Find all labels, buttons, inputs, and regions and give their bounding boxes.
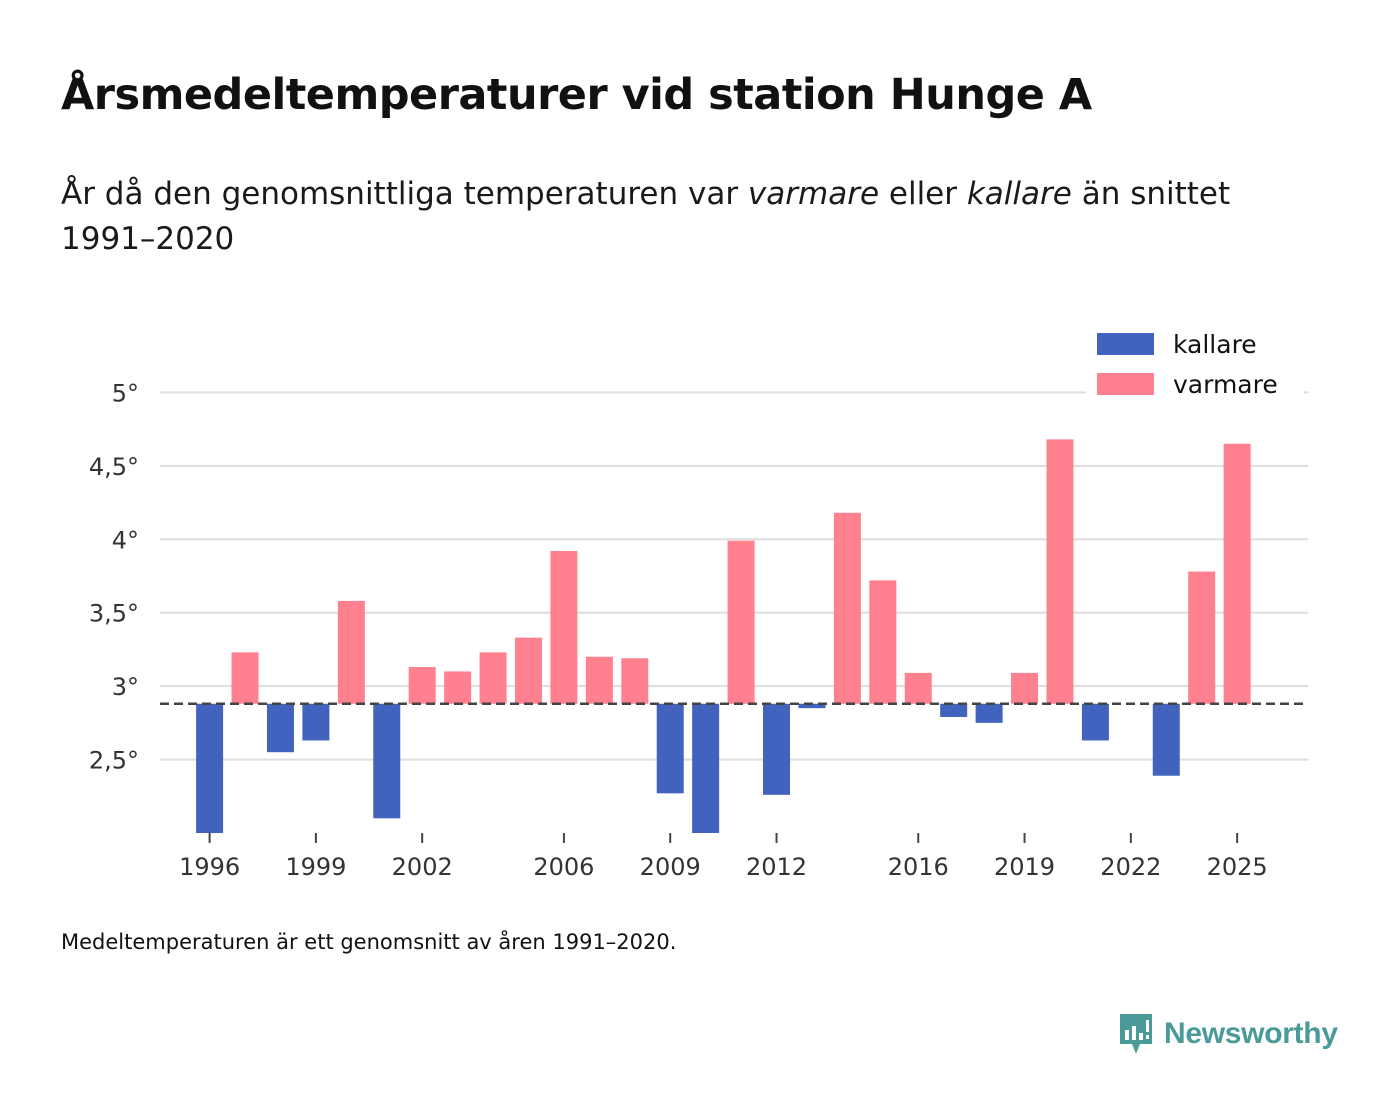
footnote: Medeltemperaturen är ett genomsnitt av å… bbox=[61, 930, 677, 954]
bar-2005 bbox=[514, 637, 542, 704]
bar-chart: 2,5° 3° 3,5° 4° 4,5° 5° 1996 1999 2002 2006 2009 2… bbox=[89, 322, 1308, 881]
x-tick-label: 2009 bbox=[640, 853, 701, 881]
bar-2001 bbox=[373, 703, 401, 819]
legend-swatch-warm bbox=[1097, 373, 1154, 395]
bar-2009 bbox=[656, 703, 684, 794]
bar-2013 bbox=[798, 703, 826, 709]
x-tick-label: 2012 bbox=[746, 853, 807, 881]
bar-2024 bbox=[1188, 571, 1216, 704]
x-tick-label: 1996 bbox=[179, 853, 240, 881]
bar-1999 bbox=[302, 703, 330, 741]
bar-2014 bbox=[833, 512, 861, 704]
legend-label-warm: varmare bbox=[1173, 370, 1278, 399]
bar-1997 bbox=[231, 652, 259, 704]
y-tick-label: 4,5° bbox=[89, 453, 139, 481]
bar-2008 bbox=[621, 658, 649, 704]
brand-name: Newsworthy bbox=[1164, 1017, 1338, 1050]
bar-2010 bbox=[692, 703, 720, 833]
bar-2000 bbox=[337, 600, 365, 704]
x-tick-label: 2006 bbox=[533, 853, 594, 881]
bar-2011 bbox=[727, 540, 755, 704]
bar-2012 bbox=[763, 703, 791, 795]
y-tick-label: 3,5° bbox=[89, 600, 139, 628]
brand-logo: Newsworthy bbox=[1118, 1012, 1338, 1056]
subtitle-cold-word: kallare bbox=[966, 176, 1072, 212]
x-tick-label: 2019 bbox=[994, 853, 1055, 881]
y-axis: 2,5° 3° 3,5° 4° 4,5° 5° bbox=[89, 379, 139, 774]
x-tick-label: 1999 bbox=[285, 853, 346, 881]
bar-2003 bbox=[444, 671, 472, 704]
legend: kallare varmare bbox=[1086, 322, 1304, 408]
bar-2025 bbox=[1223, 443, 1251, 704]
x-tick-label: 2022 bbox=[1100, 853, 1161, 881]
subtitle-text-1: År då den genomsnittliga temperaturen va… bbox=[61, 176, 748, 212]
bar-2007 bbox=[585, 656, 613, 704]
bar-2018 bbox=[975, 703, 1003, 723]
x-tick-label: 2002 bbox=[392, 853, 453, 881]
x-axis: 1996 1999 2002 2006 2009 2012 2016 2019 2022 2025 bbox=[179, 833, 1268, 881]
bar-2006 bbox=[550, 551, 578, 704]
y-tick-label: 4° bbox=[112, 526, 139, 554]
chart-title: Årsmedeltemperaturer vid station Hunge A bbox=[61, 70, 1092, 120]
bar-2017 bbox=[940, 703, 968, 717]
subtitle-text-2: eller bbox=[879, 176, 967, 212]
y-tick-label: 3° bbox=[112, 673, 139, 701]
newsworthy-logo-icon bbox=[1120, 1014, 1152, 1054]
legend-swatch-cold bbox=[1097, 333, 1154, 355]
bar-2023 bbox=[1152, 703, 1180, 776]
bar-1998 bbox=[266, 703, 294, 753]
x-tick-label: 2025 bbox=[1207, 853, 1268, 881]
x-tick-label: 2016 bbox=[888, 853, 949, 881]
bar-2020 bbox=[1046, 439, 1074, 704]
subtitle-warm-word: varmare bbox=[747, 176, 880, 212]
bar-2002 bbox=[408, 667, 436, 704]
bar-2019 bbox=[1011, 672, 1039, 704]
bars bbox=[196, 439, 1251, 833]
bar-2021 bbox=[1081, 703, 1109, 741]
chart-subtitle: År då den genomsnittliga temperaturen va… bbox=[61, 172, 1301, 262]
subtitle-text-3: än snittet 1991–2020 bbox=[61, 176, 1231, 257]
bar-1996 bbox=[196, 703, 224, 833]
bar-2004 bbox=[479, 652, 507, 704]
bar-2015 bbox=[869, 580, 897, 704]
y-tick-label: 2,5° bbox=[89, 747, 139, 775]
bar-2016 bbox=[904, 672, 932, 704]
y-tick-label: 5° bbox=[112, 379, 139, 407]
legend-label-cold: kallare bbox=[1173, 330, 1257, 359]
